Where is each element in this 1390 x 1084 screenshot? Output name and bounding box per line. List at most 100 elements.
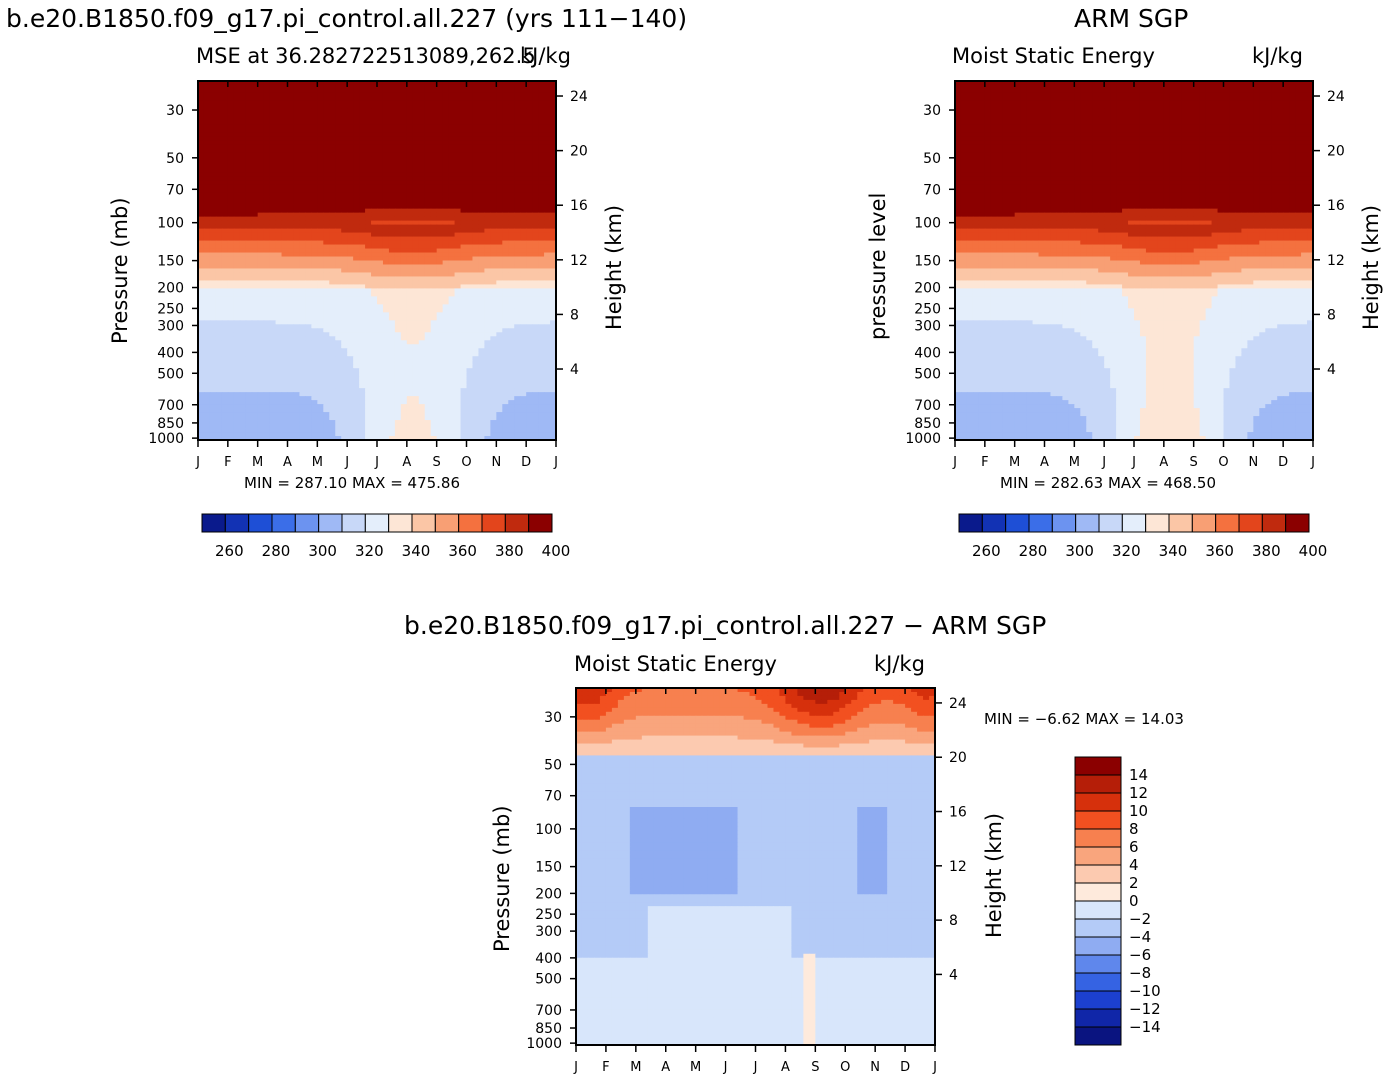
contour-cell — [365, 244, 372, 250]
contour-cell — [359, 148, 366, 154]
contour-cell — [377, 128, 384, 134]
contour-cell — [490, 180, 497, 186]
contour-cell — [514, 292, 521, 297]
contour-cell — [323, 304, 330, 309]
contour-cell — [221, 172, 229, 178]
contour-cell — [508, 248, 515, 254]
contour-cell — [275, 312, 283, 317]
contour-cell — [215, 320, 223, 325]
contour-cell — [514, 120, 521, 126]
contour-cell — [484, 260, 491, 266]
contour-cell — [215, 180, 223, 186]
contour-cell — [359, 156, 366, 162]
contour-cell — [275, 144, 283, 150]
contour-cell — [478, 392, 485, 397]
contour-cell — [418, 168, 426, 174]
contour-cell — [198, 312, 205, 317]
contour-cell — [257, 396, 265, 401]
contour-cell — [245, 148, 253, 154]
contour-cell — [508, 232, 515, 238]
contour-cell — [251, 304, 259, 309]
contour-cell — [388, 156, 396, 162]
contour-cell — [538, 164, 545, 170]
contour-cell — [353, 404, 360, 409]
contour-cell — [257, 244, 265, 250]
contour-cell — [424, 172, 432, 178]
contour-cell — [323, 368, 330, 373]
contour-cell — [227, 396, 235, 401]
contour-cell — [532, 232, 539, 238]
contour-cell — [359, 224, 366, 230]
contour-cell — [257, 268, 265, 274]
contour-cell — [251, 412, 259, 417]
contour-cell — [442, 252, 450, 258]
contour-cell — [508, 176, 515, 182]
contour-cell — [269, 332, 277, 337]
contour-cell — [275, 208, 283, 214]
contour-cell — [377, 104, 384, 110]
contour-cell — [323, 248, 330, 254]
contour-cell — [269, 368, 277, 373]
contour-cell — [388, 280, 396, 286]
contour-cell — [424, 284, 432, 290]
contour-cell — [221, 244, 229, 250]
contour-cell — [221, 156, 229, 162]
contour-cell — [412, 124, 420, 130]
contour-cell — [472, 280, 480, 286]
contour-cell — [335, 120, 342, 126]
contour-cell — [198, 384, 205, 389]
contour-cell — [478, 224, 485, 230]
contour-cell — [209, 288, 217, 294]
contour-cell — [203, 204, 211, 210]
contour-cell — [436, 264, 444, 270]
contour-cell — [221, 364, 229, 369]
contour-cell — [412, 284, 420, 290]
contour-cell — [394, 84, 402, 90]
contour-cell — [281, 380, 289, 385]
contour-cell — [526, 408, 533, 413]
contour-cell — [514, 348, 521, 353]
contour-cell — [353, 352, 360, 357]
contour-cell — [275, 188, 283, 194]
contour-cell — [371, 92, 378, 98]
contour-cell — [424, 328, 432, 333]
contour-cell — [209, 320, 217, 325]
contour-cell — [454, 168, 462, 174]
contour-cell — [281, 216, 289, 222]
contour-cell — [412, 184, 420, 190]
contour-cell — [400, 368, 408, 373]
contour-cell — [311, 124, 318, 130]
contour-cell — [251, 340, 259, 345]
contour-cell — [520, 352, 527, 357]
contour-cell — [478, 188, 485, 194]
contour-cell — [305, 180, 312, 186]
contour-cell — [311, 132, 318, 138]
contour-cell — [502, 344, 509, 349]
contour-cell — [550, 92, 557, 98]
contour-cell — [377, 352, 384, 357]
contour-cell — [388, 360, 396, 365]
contour-cell — [359, 212, 366, 218]
contour-cell — [538, 136, 545, 142]
contour-cell — [472, 92, 480, 98]
contour-cell — [203, 376, 211, 381]
contour-cell — [323, 296, 330, 301]
contour-cell — [478, 384, 485, 389]
contour-cell — [550, 88, 557, 94]
contour-cell — [544, 160, 551, 166]
contour-cell — [544, 340, 551, 345]
contour-cell — [233, 332, 241, 337]
contour-cell — [203, 208, 211, 214]
contour-cell — [460, 320, 468, 325]
contour-cell — [448, 228, 456, 234]
contour-cell — [209, 132, 217, 138]
contour-cell — [263, 168, 271, 174]
contour-cell — [442, 364, 450, 369]
contour-cell — [263, 252, 271, 258]
contour-cell — [382, 196, 390, 202]
contour-cell — [323, 308, 330, 313]
contour-cell — [329, 292, 336, 297]
contour-cell — [353, 264, 360, 270]
contour-cell — [227, 248, 235, 254]
contour-cell — [305, 372, 312, 377]
